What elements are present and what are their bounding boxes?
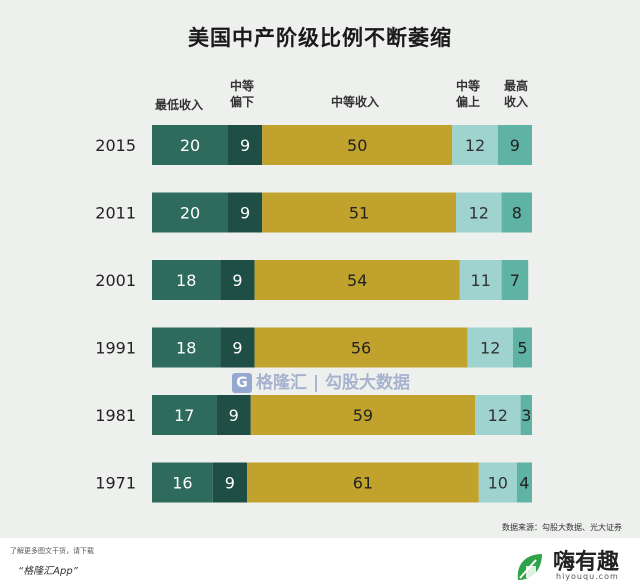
- leaf-logo-icon: [517, 554, 542, 580]
- data-label-2011-中等偏下: 9: [240, 204, 250, 223]
- chart-title: 美国中产阶级比例不断萎缩: [188, 26, 452, 50]
- data-label-2015-中等偏下: 9: [240, 136, 250, 155]
- bar-segment-2001-最高收入: [501, 260, 529, 300]
- logo-url: hiyouqu.com: [556, 572, 619, 581]
- year-label-1981: 1981: [95, 406, 136, 425]
- bar-segment-2011-最低收入: [152, 192, 228, 233]
- legend-middle-income: 中等收入: [330, 95, 379, 109]
- bar-segment-2001-最低收入: [152, 260, 221, 300]
- bar-segment-2001-中等偏下: [220, 260, 255, 300]
- footer-note: 了解更多图文干货，请下载: [10, 547, 94, 555]
- data-label-1991-最低收入: 18: [176, 339, 196, 358]
- bar-segment-2015-中等偏下: [228, 125, 263, 165]
- year-label-2011: 2011: [95, 204, 136, 223]
- bar-segment-1971-中等偏上: [478, 462, 517, 503]
- bar-segment-2011-最高收入: [501, 192, 532, 233]
- bar-segment-2011-中等收入: [262, 192, 456, 233]
- bar-segment-1971-最高收入: [516, 462, 532, 503]
- year-label-1991: 1991: [95, 339, 136, 358]
- bar-segment-1991-最低收入: [152, 327, 221, 368]
- data-label-1971-中等偏上: 10: [488, 474, 508, 493]
- data-label-1971-中等偏下: 9: [225, 474, 235, 493]
- data-label-1991-最高收入: 5: [517, 339, 527, 358]
- data-label-2001-最高收入: 7: [510, 271, 520, 290]
- bar-segment-1991-中等偏下: [220, 327, 255, 368]
- data-label-1991-中等偏上: 12: [480, 339, 500, 358]
- data-label-1991-中等收入: 56: [351, 339, 371, 358]
- bar-segment-1981-中等收入: [250, 395, 475, 435]
- bar-segment-1991-最高收入: [513, 327, 532, 368]
- legend-lowest-income: 最低收入: [154, 98, 203, 112]
- watermark-text: 格隆汇 | 勾股大数据: [256, 373, 411, 393]
- bar-segment-2001-中等偏上: [459, 260, 502, 300]
- data-label-1981-中等收入: 59: [353, 406, 373, 425]
- data-label-2001-最低收入: 18: [176, 271, 196, 290]
- data-label-2015-最低收入: 20: [180, 136, 200, 155]
- data-label-2001-中等收入: 54: [347, 271, 367, 290]
- data-label-2015-中等收入: 50: [347, 136, 367, 155]
- data-label-2015-最高收入: 9: [510, 136, 520, 155]
- bar-segment-2001-中等收入: [254, 260, 460, 300]
- data-label-1981-中等偏上: 12: [488, 406, 508, 425]
- bar-segment-1981-最高收入: [520, 395, 532, 435]
- bar-segment-1991-中等偏上: [467, 327, 513, 368]
- data-label-1991-中等偏下: 9: [232, 339, 242, 358]
- source-note: 数据来源：勾股大数据、光大证券: [502, 523, 622, 532]
- data-label-1971-最高收入: 4: [519, 474, 529, 493]
- data-label-2001-中等偏下: 9: [232, 271, 242, 290]
- bar-segment-1971-最低收入: [152, 462, 213, 503]
- year-label-1971: 1971: [95, 474, 136, 493]
- year-label-2015: 2015: [95, 136, 136, 155]
- bar-segment-1991-中等收入: [254, 327, 468, 368]
- watermark-logo-icon: G: [232, 373, 252, 393]
- data-label-2011-最低收入: 20: [180, 204, 200, 223]
- data-label-1971-最低收入: 16: [172, 474, 192, 493]
- legend-upper-middle: 中等 偏上: [455, 79, 480, 109]
- logo-text: 嗨有趣: [553, 550, 620, 575]
- footer-app-name: “格隆汇App”: [18, 566, 78, 577]
- bar-segment-1971-中等偏下: [212, 462, 247, 503]
- year-label-2001: 2001: [95, 271, 136, 290]
- legend-highest-income: 最高 收入: [503, 79, 528, 109]
- data-label-1981-中等偏下: 9: [229, 406, 239, 425]
- bar-segment-1971-中等收入: [247, 462, 479, 503]
- bar-segment-2015-中等偏上: [452, 125, 498, 165]
- data-label-1971-中等收入: 61: [353, 474, 373, 493]
- bar-segment-2015-最低收入: [152, 125, 228, 165]
- watermark: G 格隆汇 | 勾股大数据: [232, 368, 410, 393]
- data-label-2015-中等偏上: 12: [465, 136, 485, 155]
- bar-segment-2015-最高收入: [497, 125, 532, 165]
- bar-segment-1981-最低收入: [152, 395, 217, 435]
- data-label-2011-中等收入: 51: [349, 204, 369, 223]
- data-label-2011-最高收入: 8: [512, 204, 522, 223]
- bar-segment-2015-中等收入: [262, 125, 453, 165]
- data-label-2001-中等偏上: 11: [471, 271, 491, 290]
- bar-segment-2011-中等偏下: [228, 192, 263, 233]
- data-label-1981-最高收入: 3: [521, 406, 531, 425]
- data-label-1981-最低收入: 17: [174, 406, 194, 425]
- bar-segment-1981-中等偏上: [475, 395, 521, 435]
- bar-segment-1981-中等偏下: [216, 395, 251, 435]
- footer: 了解更多图文干货，请下载 “格隆汇App” 嗨有趣 hiyouqu.com: [0, 538, 640, 588]
- bar-segment-2011-中等偏上: [456, 192, 502, 233]
- legend-lower-middle: 中等 偏下: [229, 79, 254, 109]
- data-label-2011-中等偏上: 12: [469, 204, 489, 223]
